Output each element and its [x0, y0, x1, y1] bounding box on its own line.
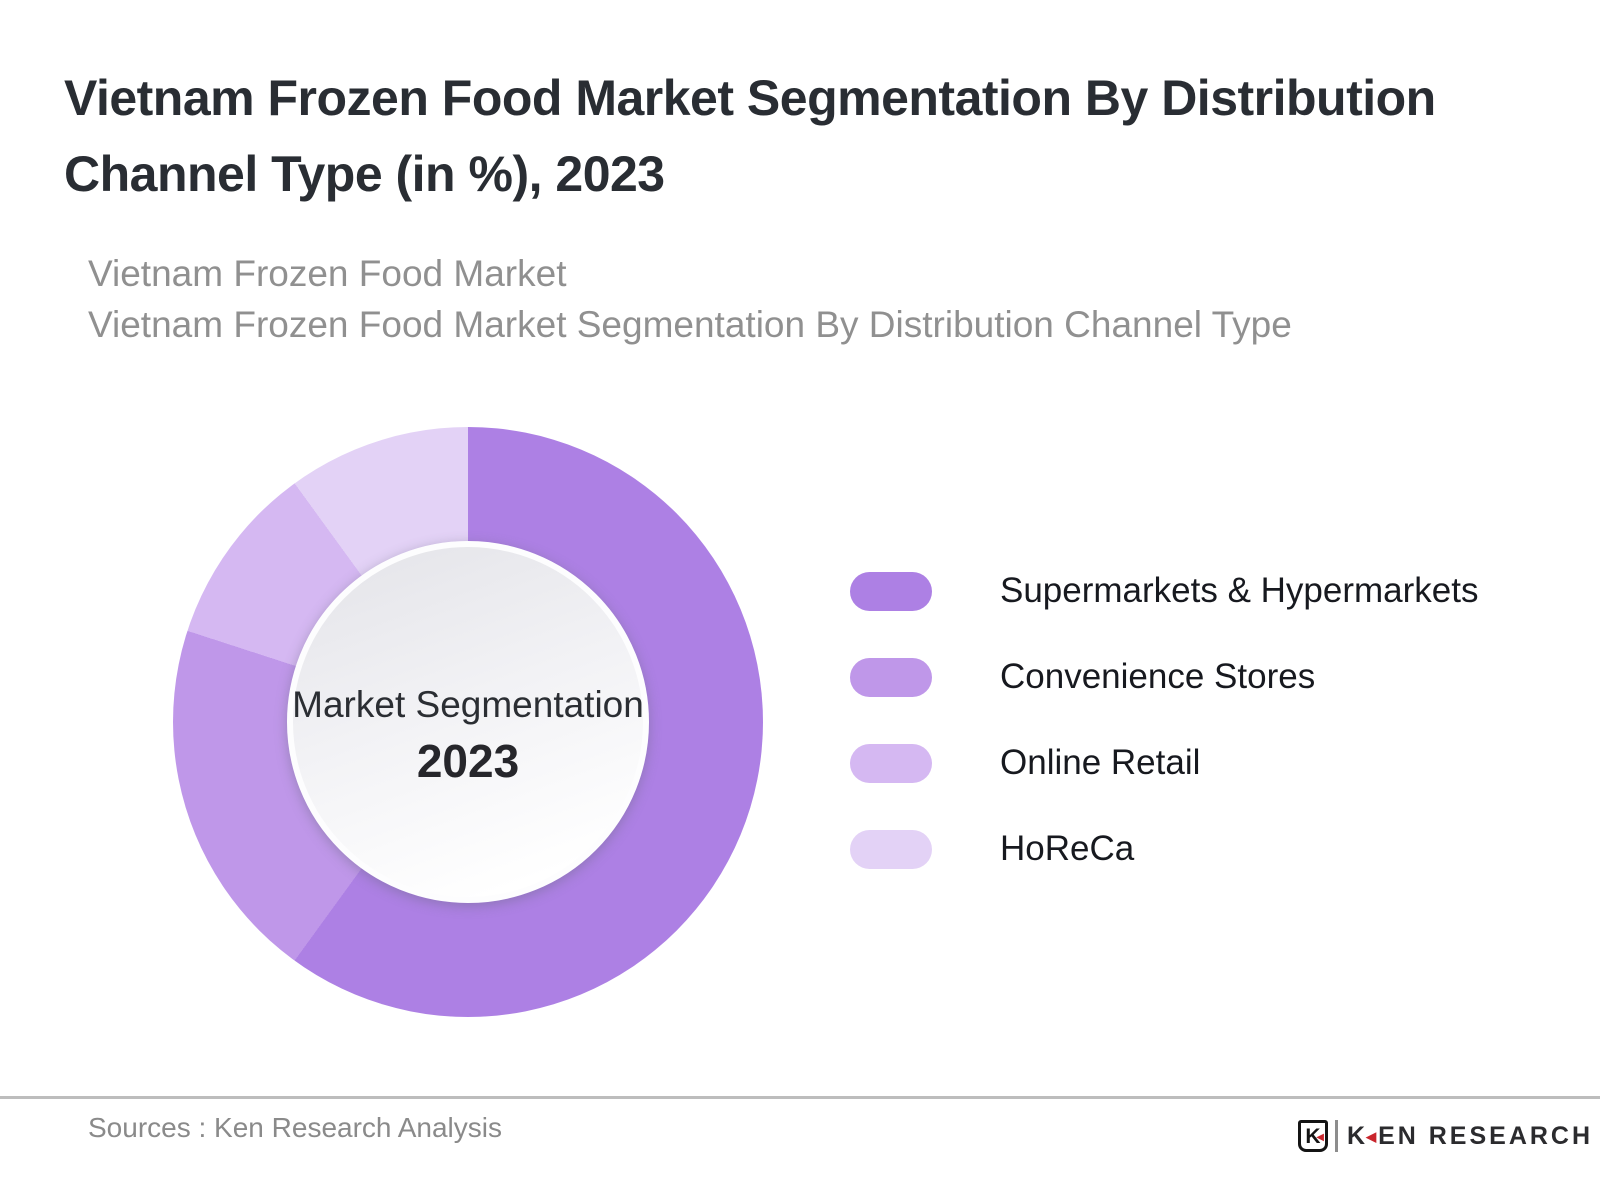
page-title-line-1: Vietnam Frozen Food Market Segmentation … — [64, 70, 1436, 126]
logo-wordmark-arrow-icon: ◀ — [1366, 1129, 1380, 1144]
legend-label: HoReCa — [1000, 829, 1135, 868]
logo-divider — [1335, 1120, 1338, 1152]
donut-center: Market Segmentation 2023 — [287, 541, 649, 903]
legend-swatch-convenience — [850, 657, 932, 697]
logo-shield-icon: K ◀ — [1298, 1120, 1328, 1152]
chart-legend: Supermarkets & Hypermarkets Convenience … — [850, 571, 1478, 915]
legend-label: Supermarkets & Hypermarkets — [1000, 571, 1479, 610]
logo-wordmark: K ◀ EN RESEARCH — [1347, 1122, 1593, 1151]
legend-swatch-supermarkets — [850, 571, 932, 611]
legend-label: Convenience Stores — [1000, 657, 1316, 696]
donut-center-year: 2023 — [416, 735, 520, 787]
legend-swatch-horeca — [850, 829, 932, 869]
page-subtitle: Vietnam Frozen Food Market Vietnam Froze… — [88, 248, 1568, 350]
legend-item: Online Retail — [850, 743, 1478, 783]
page-title-line-2: Channel Type (in %), 2023 — [64, 146, 665, 202]
logo-badge-letter: K — [1305, 1124, 1321, 1148]
legend-item: Convenience Stores — [850, 657, 1478, 697]
legend-item: HoReCa — [850, 829, 1478, 869]
page-subtitle-line-1: Vietnam Frozen Food Market — [88, 253, 567, 294]
legend-label: Online Retail — [1000, 743, 1201, 782]
donut-center-label: Market Segmentation — [292, 684, 644, 725]
page-subtitle-line-2: Vietnam Frozen Food Market Segmentation … — [88, 304, 1292, 345]
logo-wordmark-rest: EN RESEARCH — [1378, 1121, 1594, 1150]
sources-text: Sources : Ken Research Analysis — [88, 1112, 502, 1143]
footer-divider — [0, 1096, 1600, 1099]
legend-item: Supermarkets & Hypermarkets — [850, 571, 1478, 611]
legend-swatch-online-retail — [850, 743, 932, 783]
ken-research-logo: K ◀ K ◀ EN RESEARCH — [1298, 1118, 1593, 1154]
page-title: Vietnam Frozen Food Market Segmentation … — [64, 60, 1564, 212]
logo-wordmark-k: K — [1347, 1121, 1369, 1150]
logo-badge-arrow-icon: ◀ — [1316, 1132, 1324, 1143]
